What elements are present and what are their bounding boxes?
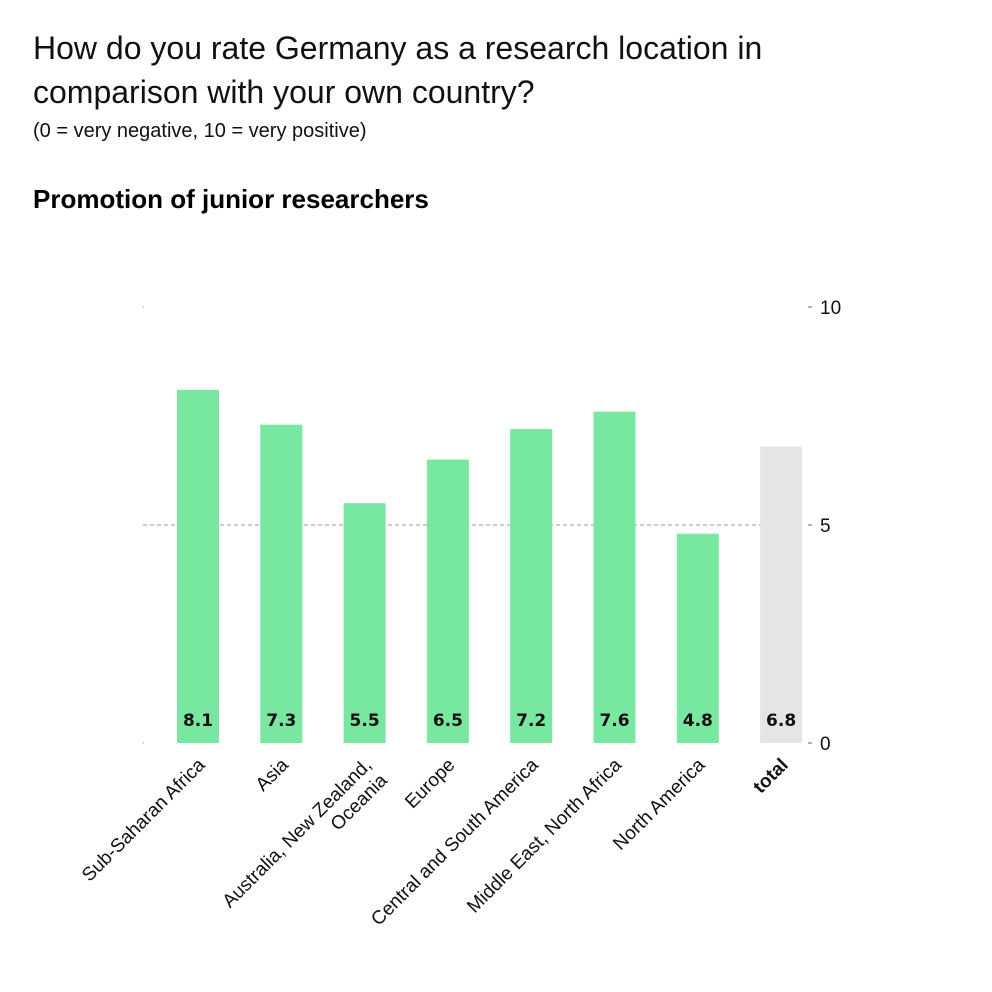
category-label: Australia, New Zealand,Oceania: [219, 755, 392, 912]
bar: [676, 533, 719, 743]
category-label: Asia: [252, 754, 293, 795]
bar: [343, 503, 386, 743]
value-label: 8.1: [183, 711, 213, 731]
scale-subtitle: (0 = very negative, 10 = very positive): [33, 120, 367, 142]
category-label-text: Middle East, North Africa: [463, 754, 626, 917]
category-label: Europe: [401, 755, 459, 813]
category-label-text: Australia, New Zealand,: [219, 755, 376, 912]
value-label: 7.6: [599, 711, 629, 731]
value-label: 7.2: [516, 711, 546, 731]
value-label: 5.5: [350, 711, 380, 731]
bar: [260, 424, 303, 743]
category-label-text: total: [749, 755, 792, 798]
gridlines: [143, 306, 812, 744]
bars: [177, 389, 803, 743]
value-label: 7.3: [266, 711, 296, 731]
page-title: How do you rate Germany as a research lo…: [33, 30, 763, 110]
category-label-text: Sub-Saharan Africa: [78, 754, 210, 886]
chart-title: Promotion of junior researchers: [33, 184, 429, 214]
category-label: Sub-Saharan Africa: [78, 754, 210, 886]
category-label: Middle East, North Africa: [463, 754, 626, 917]
bar: [177, 389, 219, 743]
category-label: total: [749, 755, 792, 798]
bar-total: [760, 446, 803, 743]
y-tick-label: 5: [820, 516, 831, 537]
category-label-text: Asia: [252, 754, 293, 795]
category-label: Central and South America: [367, 754, 543, 930]
y-tick-label: 0: [820, 734, 831, 755]
bar: [510, 429, 553, 743]
bar: [593, 411, 636, 743]
y-tick-label: 10: [820, 298, 841, 319]
category-label-text: Europe: [401, 755, 459, 813]
value-label: 4.8: [683, 711, 713, 731]
bar: [426, 459, 469, 743]
value-label: 6.8: [766, 711, 796, 731]
category-label-text: Central and South America: [367, 754, 543, 930]
value-label: 6.5: [433, 711, 463, 731]
